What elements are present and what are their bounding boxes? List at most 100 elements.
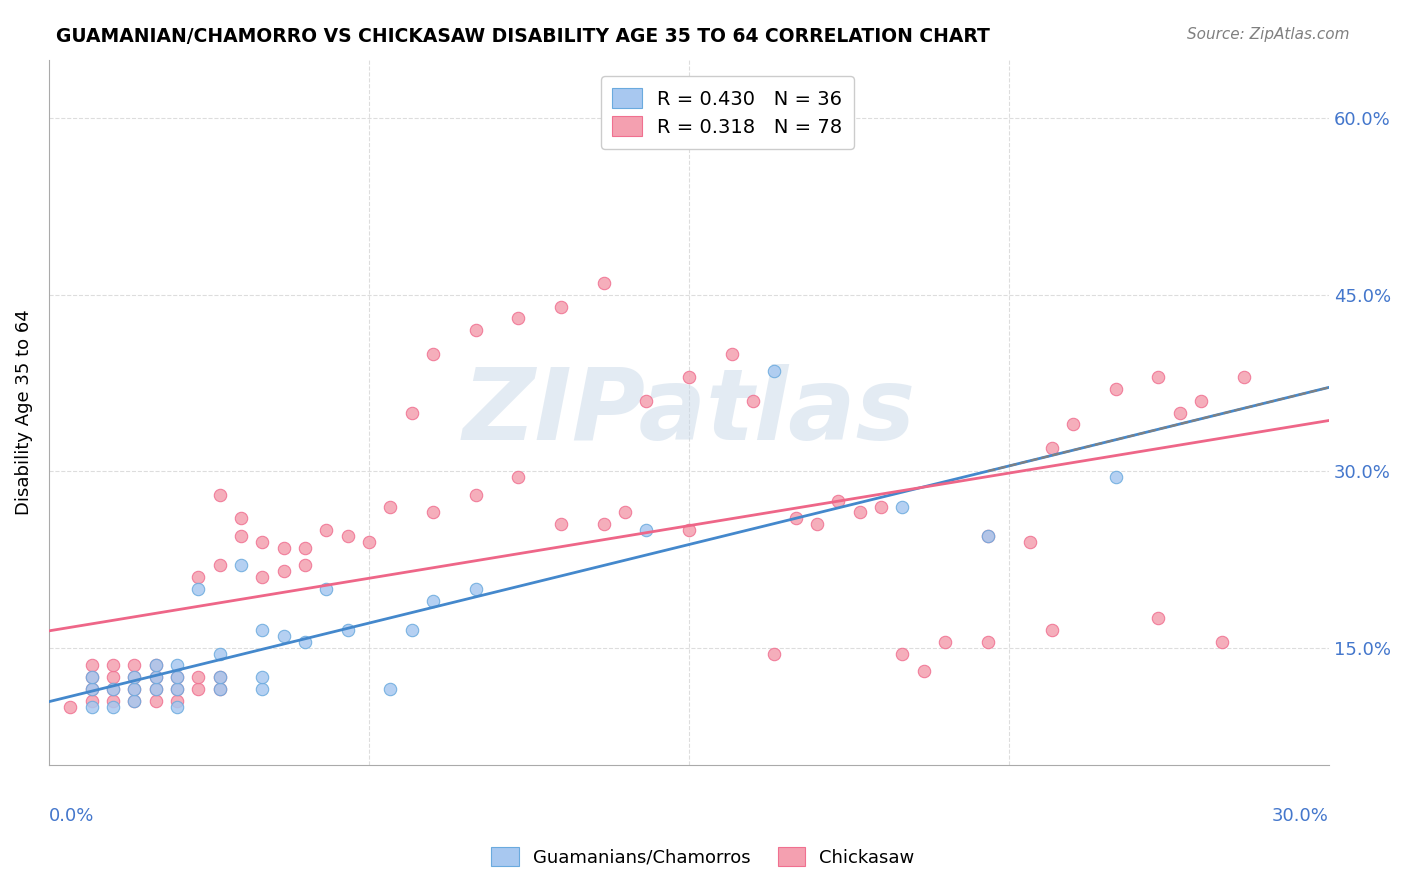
Point [1147,611,1170,625]
Point [229,529,252,543]
Point [870,500,893,514]
Point [976,529,998,543]
Point [80,699,103,714]
Point [208,558,231,573]
Point [785,511,807,525]
Point [380,681,402,696]
Point [124,694,146,708]
Point [252,535,274,549]
Text: Source: ZipAtlas.com: Source: ZipAtlas.com [1187,27,1350,42]
Text: ZIPatlas: ZIPatlas [463,364,915,461]
Point [357,535,380,549]
Point [401,405,423,419]
Point [124,670,146,684]
Point [80,681,103,696]
Point [273,541,295,555]
Point [1105,470,1128,484]
Text: 30.0%: 30.0% [1272,806,1329,824]
Point [80,658,103,673]
Point [166,670,188,684]
Point [208,681,231,696]
Point [891,647,914,661]
Point [208,488,231,502]
Point [1040,623,1063,637]
Point [848,506,870,520]
Text: 0.0%: 0.0% [49,806,94,824]
Point [145,670,167,684]
Point [187,681,209,696]
Point [101,670,124,684]
Point [208,681,231,696]
Point [145,670,167,684]
Point [166,681,188,696]
Point [101,694,124,708]
Point [614,506,637,520]
Point [101,658,124,673]
Point [508,470,530,484]
Point [252,670,274,684]
Point [294,541,316,555]
Point [294,558,316,573]
Point [720,347,742,361]
Point [763,364,786,378]
Point [252,570,274,584]
Point [315,523,337,537]
Point [550,517,572,532]
Point [592,517,614,532]
Point [422,347,444,361]
Point [1147,370,1170,384]
Point [1168,405,1191,419]
Point [678,370,700,384]
Point [464,488,486,502]
Point [422,506,444,520]
Point [891,500,914,514]
Point [273,564,295,578]
Point [336,623,359,637]
Point [508,311,530,326]
Point [401,623,423,637]
Point [208,647,231,661]
Point [80,694,103,708]
Point [252,681,274,696]
Point [229,511,252,525]
Point [80,670,103,684]
Legend: R = 0.430   N = 36, R = 0.318   N = 78: R = 0.430 N = 36, R = 0.318 N = 78 [600,77,853,149]
Point [976,635,998,649]
Point [1019,535,1042,549]
Point [678,523,700,537]
Point [208,670,231,684]
Point [1105,382,1128,396]
Point [464,323,486,337]
Point [166,694,188,708]
Point [166,658,188,673]
Point [806,517,828,532]
Point [294,635,316,649]
Point [80,670,103,684]
Point [934,635,956,649]
Point [166,681,188,696]
Point [145,658,167,673]
Point [1062,417,1084,432]
Point [166,670,188,684]
Point [1040,441,1063,455]
Point [145,681,167,696]
Point [636,393,658,408]
Point [124,658,146,673]
Point [124,681,146,696]
Point [336,529,359,543]
Point [166,699,188,714]
Point [124,681,146,696]
Point [145,658,167,673]
Point [1189,393,1212,408]
Point [380,500,402,514]
Point [145,681,167,696]
Point [912,665,935,679]
Point [976,529,998,543]
Point [636,523,658,537]
Point [550,300,572,314]
Point [315,582,337,596]
Text: GUAMANIAN/CHAMORRO VS CHICKASAW DISABILITY AGE 35 TO 64 CORRELATION CHART: GUAMANIAN/CHAMORRO VS CHICKASAW DISABILI… [56,27,990,45]
Point [101,681,124,696]
Point [101,681,124,696]
Point [59,699,82,714]
